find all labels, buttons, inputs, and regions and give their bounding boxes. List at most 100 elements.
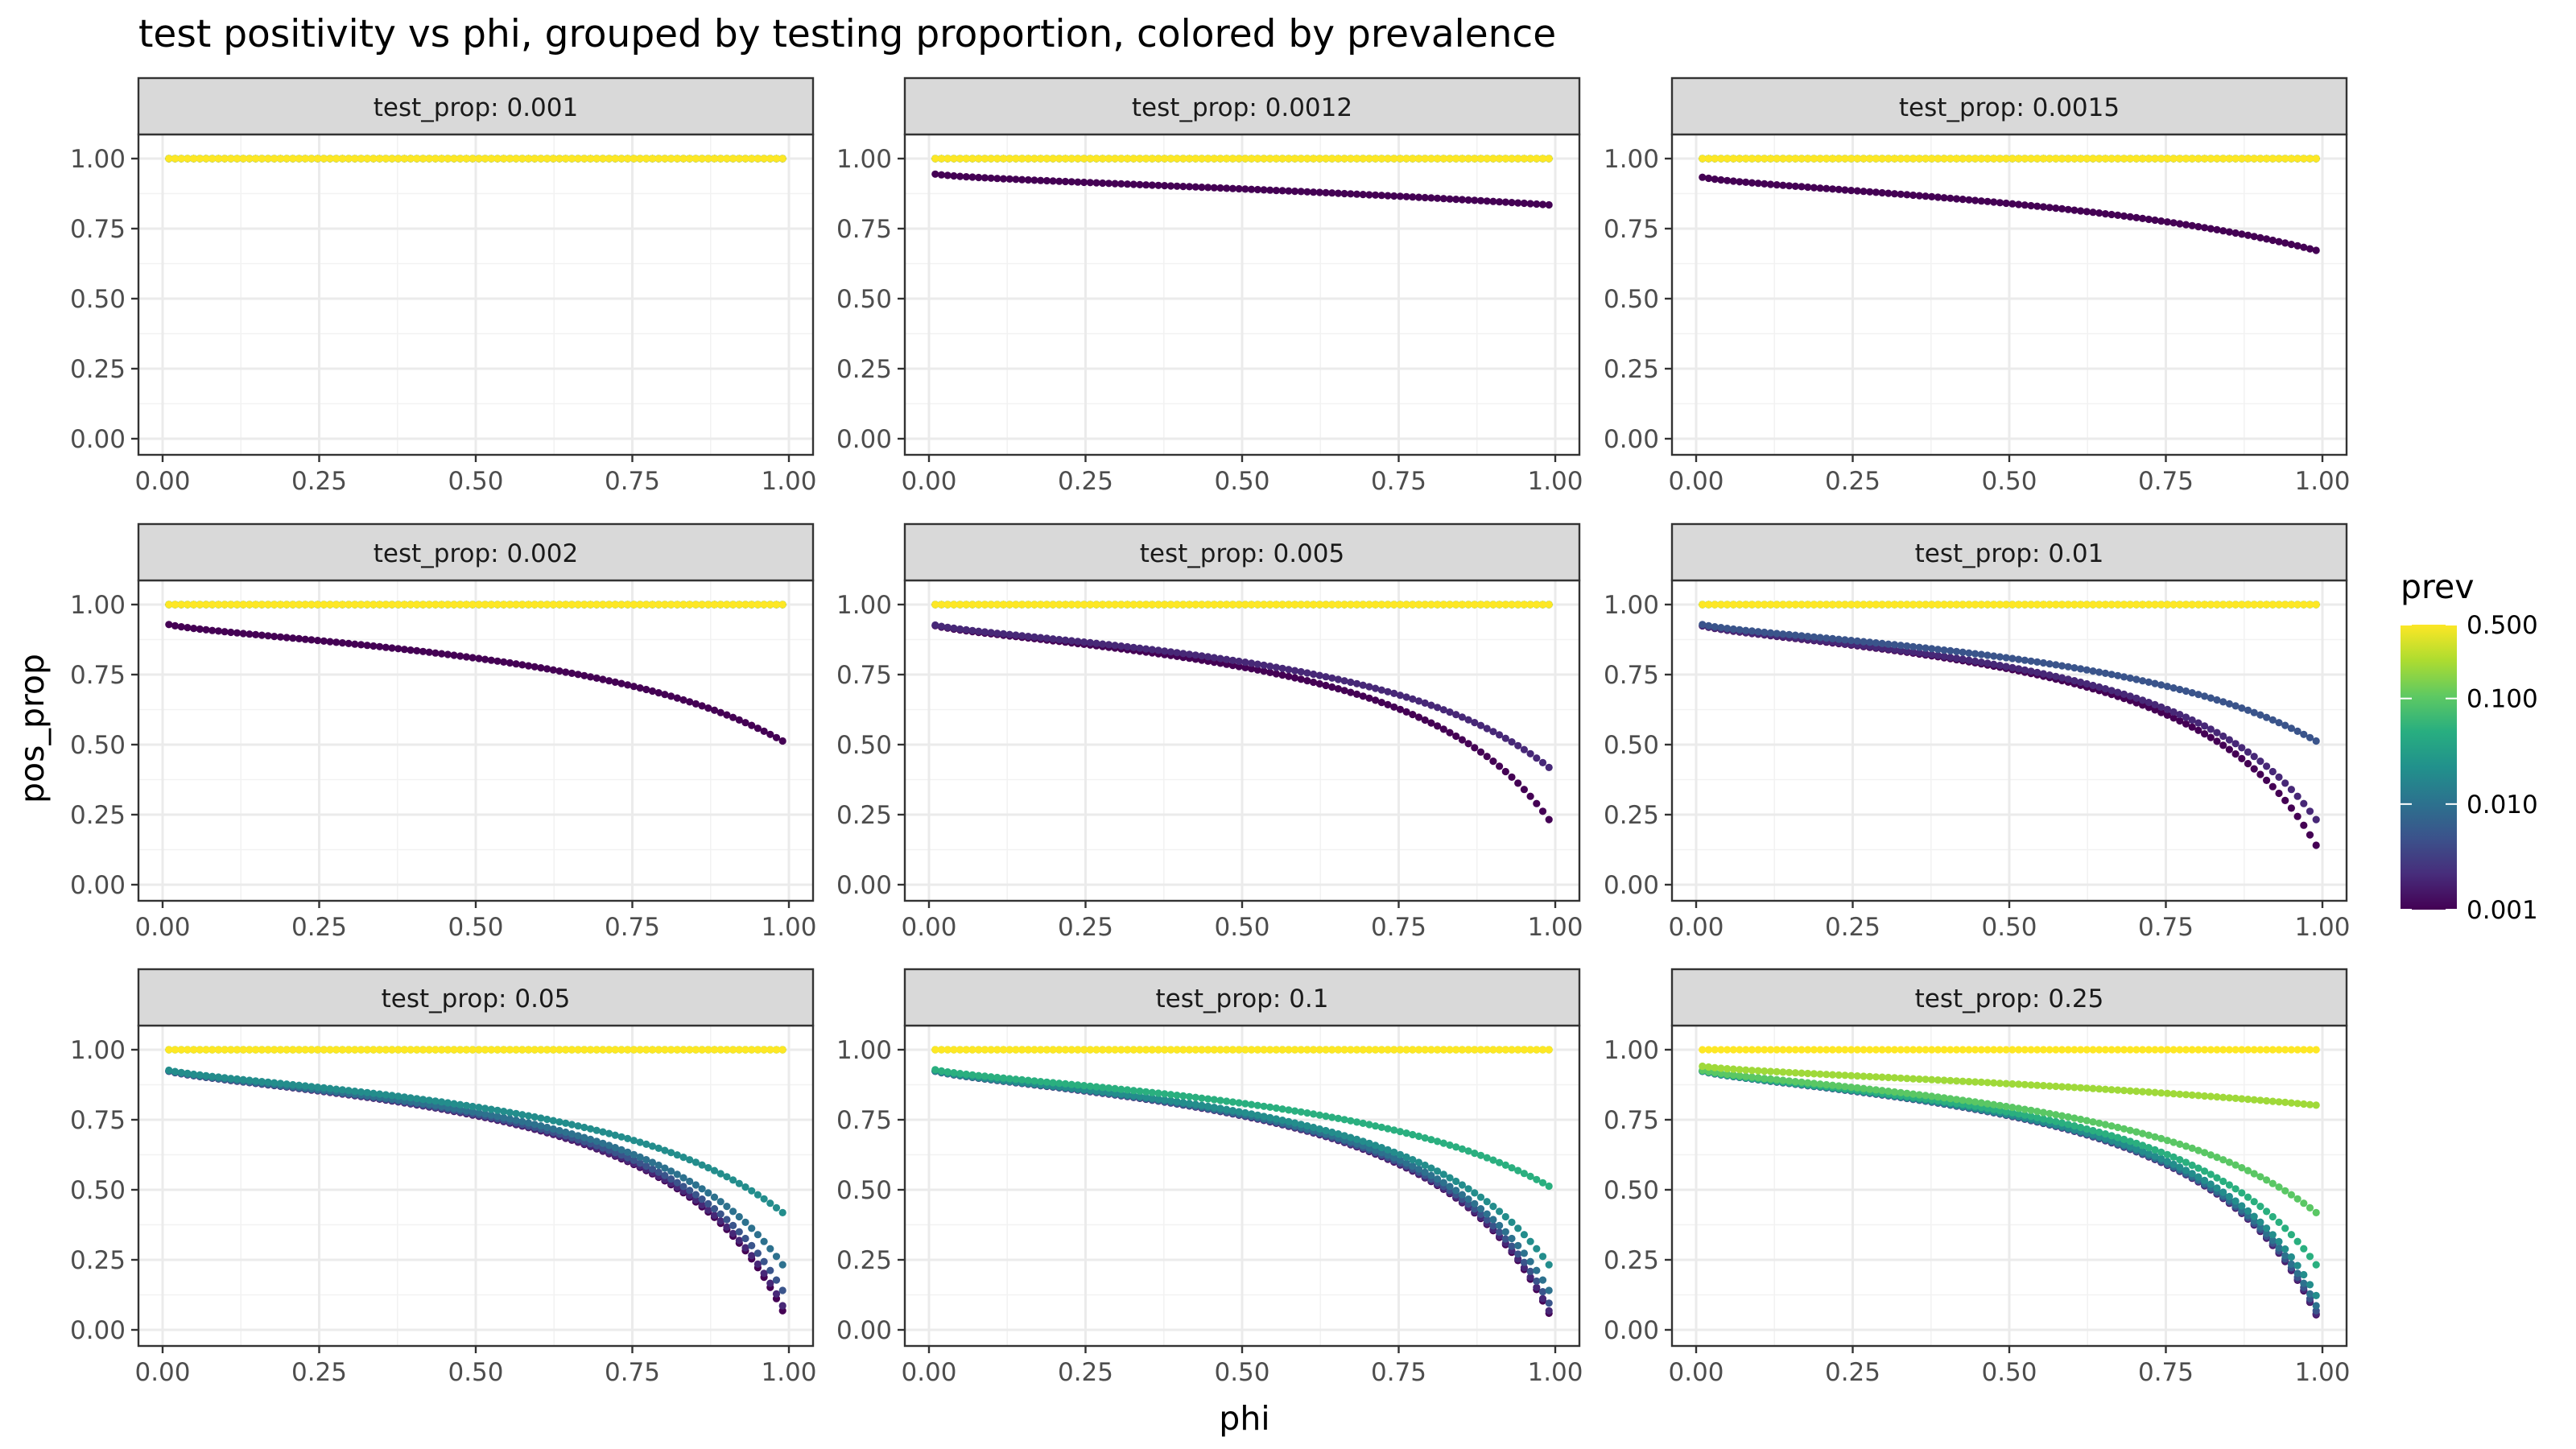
data-point — [493, 155, 502, 163]
data-point — [2070, 677, 2079, 685]
data-point — [227, 155, 235, 163]
data-point — [1253, 660, 1261, 668]
x-tick-label: 0.00 — [134, 467, 190, 496]
data-point — [2207, 225, 2215, 233]
data-point — [1396, 192, 1404, 200]
data-point — [1372, 191, 1380, 199]
data-point — [1464, 196, 1472, 204]
data-point — [735, 155, 743, 163]
data-point — [1166, 182, 1174, 190]
data-point — [1520, 786, 1528, 794]
data-point — [351, 155, 359, 163]
data-point — [481, 155, 489, 163]
x-tick-label: 0.00 — [1668, 467, 1724, 496]
data-point — [1198, 652, 1206, 660]
data-point — [592, 674, 601, 683]
data-point — [2287, 804, 2295, 812]
data-point — [673, 155, 681, 163]
data-point — [580, 155, 588, 163]
data-point — [2231, 740, 2240, 748]
data-point — [530, 663, 539, 671]
facet-strip-label: test_prop: 0.005 — [1140, 539, 1344, 568]
data-point — [221, 155, 229, 163]
data-point — [943, 171, 952, 180]
data-point — [698, 155, 706, 163]
data-point — [2306, 807, 2314, 815]
facet-panel: test_prop: 0.00120.000.250.500.751.000.0… — [836, 76, 1583, 496]
data-point — [1489, 197, 1497, 205]
data-point — [2312, 841, 2320, 849]
y-tick-label: 0.50 — [836, 731, 892, 760]
data-point — [2151, 216, 2159, 225]
data-point — [2238, 744, 2246, 752]
y-tick-label: 0.50 — [836, 285, 892, 314]
y-tick-label: 0.25 — [836, 355, 892, 384]
data-point — [1092, 179, 1100, 187]
data-point — [993, 175, 1001, 183]
data-point — [1266, 186, 1274, 194]
data-point — [1390, 192, 1398, 200]
data-point — [599, 675, 607, 683]
data-point — [1520, 199, 1528, 208]
data-point — [413, 155, 421, 163]
data-point — [2250, 765, 2258, 773]
x-tick-label: 1.00 — [1527, 913, 1583, 942]
data-point — [1154, 181, 1162, 189]
data-point — [549, 155, 557, 163]
x-tick-label: 0.00 — [134, 913, 190, 942]
data-point — [772, 155, 781, 163]
data-point — [686, 155, 694, 163]
data-point — [1984, 659, 1992, 667]
data-point — [654, 155, 663, 163]
data-point — [1204, 184, 1212, 192]
data-point — [2312, 155, 2320, 163]
data-point — [1322, 188, 1330, 196]
data-point — [2312, 815, 2320, 824]
data-point — [2095, 683, 2103, 691]
data-point — [1179, 183, 1187, 191]
data-point — [2194, 223, 2202, 231]
data-point — [320, 155, 328, 163]
data-point — [1290, 188, 1299, 196]
y-tick-label: 1.00 — [70, 591, 126, 620]
data-point — [586, 155, 595, 163]
data-point — [524, 662, 533, 670]
data-point — [1228, 184, 1236, 192]
data-point — [1042, 176, 1051, 185]
data-point — [778, 737, 786, 745]
data-point — [574, 155, 582, 163]
data-point — [1446, 195, 1454, 203]
data-point — [1377, 686, 1385, 694]
data-point — [518, 155, 526, 163]
data-point — [2213, 737, 2221, 745]
data-point — [2213, 729, 2221, 737]
data-point — [630, 155, 638, 163]
data-point — [2281, 239, 2289, 247]
x-tick-label: 0.75 — [605, 467, 660, 496]
data-point — [264, 155, 272, 163]
data-point — [1496, 198, 1504, 206]
data-point — [716, 155, 724, 163]
data-point — [741, 155, 749, 163]
data-point — [1297, 667, 1305, 676]
data-point — [1080, 178, 1088, 187]
data-point — [500, 658, 508, 667]
data-point — [363, 155, 371, 163]
data-point — [1699, 173, 1707, 181]
data-point — [1086, 179, 1094, 187]
data-point — [980, 174, 989, 182]
data-point — [1704, 174, 1713, 183]
data-point — [518, 661, 526, 669]
data-point — [691, 155, 700, 163]
data-point — [270, 155, 279, 163]
data-point — [1272, 663, 1280, 671]
data-point — [450, 155, 458, 163]
data-point — [2244, 231, 2252, 239]
data-point — [1005, 175, 1013, 183]
data-point — [2263, 762, 2271, 770]
data-point — [530, 155, 539, 163]
data-point — [1952, 654, 1961, 663]
data-point — [258, 155, 266, 163]
data-point — [506, 155, 514, 163]
